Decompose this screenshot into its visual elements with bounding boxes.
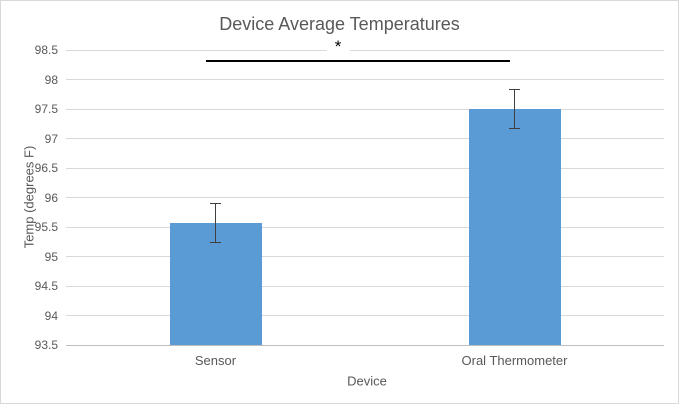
significance-asterisk: * <box>326 36 350 57</box>
y-tick-label: 95.5 <box>34 220 58 234</box>
plot-area: 93.5 94 94.5 95 95.5 96 96.5 97 97.5 98 98.5 Sensor… <box>35 36 664 368</box>
y-tick-label: 97.5 <box>34 102 58 116</box>
error-bar-cap-bottom-oral-thermometer <box>509 127 520 129</box>
x-axis-title: Device <box>347 373 387 389</box>
y-tick-label: 94.5 <box>34 279 58 293</box>
gridline <box>66 315 664 316</box>
bar-oral-thermometer <box>468 109 561 345</box>
y-tick-label: 98.5 <box>34 43 58 57</box>
error-bar-oral-thermometer <box>514 89 515 129</box>
gridline <box>66 138 664 139</box>
error-bar-sensor <box>215 203 216 243</box>
gridline <box>66 226 664 228</box>
gridline <box>66 108 664 110</box>
significance-line <box>205 59 510 62</box>
y-tick-label: 94 <box>44 308 58 323</box>
y-tick-label: 93.5 <box>34 338 58 352</box>
x-tick-label-sensor: Sensor <box>194 353 237 368</box>
y-tick-label: 98 <box>44 72 58 87</box>
gridline <box>66 167 664 169</box>
error-bar-cap-top-sensor <box>210 203 221 205</box>
y-tick-label: 95 <box>44 249 58 264</box>
y-tick-label: 96 <box>44 190 58 205</box>
gridline <box>66 197 664 198</box>
gridline <box>66 49 664 51</box>
error-bar-cap-top-oral-thermometer <box>509 89 520 91</box>
y-tick-label: 97 <box>44 131 58 146</box>
error-bar-cap-bottom-sensor <box>210 242 221 244</box>
gridline <box>66 256 664 257</box>
chart-title: Device Average Temperatures <box>219 14 460 34</box>
y-tick-label: 96.5 <box>34 161 58 175</box>
bar-sensor <box>169 223 262 345</box>
gridline <box>66 285 664 287</box>
x-tick-label-oral-thermometer: Oral Thermometer <box>461 353 568 368</box>
gridline <box>66 79 664 80</box>
